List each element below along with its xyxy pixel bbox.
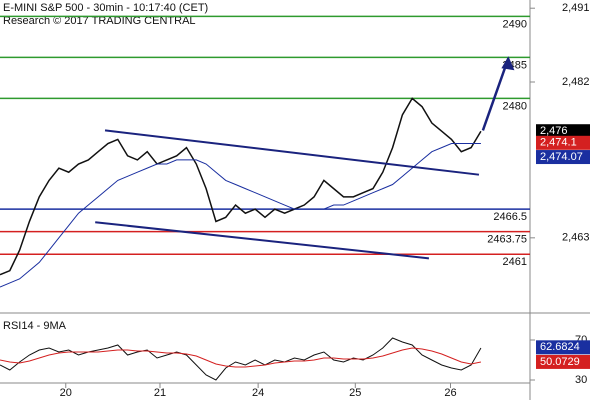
x-tick-label: 25 (349, 387, 361, 399)
y-tick-label: 2,482 (562, 76, 590, 88)
price-tag-box (536, 150, 590, 165)
rsi-line (0, 347, 482, 368)
trend-line (95, 221, 430, 260)
rsi-tag-label: 50.0729 (540, 356, 580, 368)
rsi-tag-box (536, 354, 590, 369)
chart-title: E-MINI S&P 500 - 30min - 10:17:40 (CET) (3, 2, 208, 14)
price-tag-label: 2,474.07 (540, 151, 583, 163)
level-label: 2490 (503, 18, 527, 30)
rsi-tag-label: 62.6824 (540, 341, 580, 353)
x-tick-label: 26 (444, 387, 456, 399)
rsi-tag-box (536, 340, 590, 355)
x-tick-label: 20 (60, 387, 72, 399)
rsi-tick-label: 30 (575, 374, 587, 386)
price-tag-label: 2,476 (540, 125, 568, 137)
level-label: 2466.5 (493, 211, 527, 223)
price-line (0, 143, 481, 288)
level-label: 2461 (503, 256, 527, 268)
trend-line (104, 129, 480, 176)
y-tick-label: 2,491 (562, 2, 590, 14)
price-tag-box (536, 124, 590, 139)
chart-subtitle: Research © 2017 TRADING CENTRAL (3, 15, 196, 27)
rsi-line (0, 337, 482, 381)
rsi-title: RSI14 - 9MA (3, 320, 67, 332)
x-tick-label: 24 (252, 387, 264, 399)
forecast-arrow (481, 57, 510, 131)
y-tick-label: 2,463 (562, 232, 590, 244)
level-label: 2480 (503, 100, 527, 112)
price-line (0, 97, 482, 276)
level-label: 2463.75 (487, 234, 527, 246)
price-tag-box (536, 135, 590, 150)
arrow-head (501, 56, 515, 71)
x-tick-label: 21 (154, 387, 166, 399)
price-tag-label: 2,474.1 (540, 137, 577, 149)
